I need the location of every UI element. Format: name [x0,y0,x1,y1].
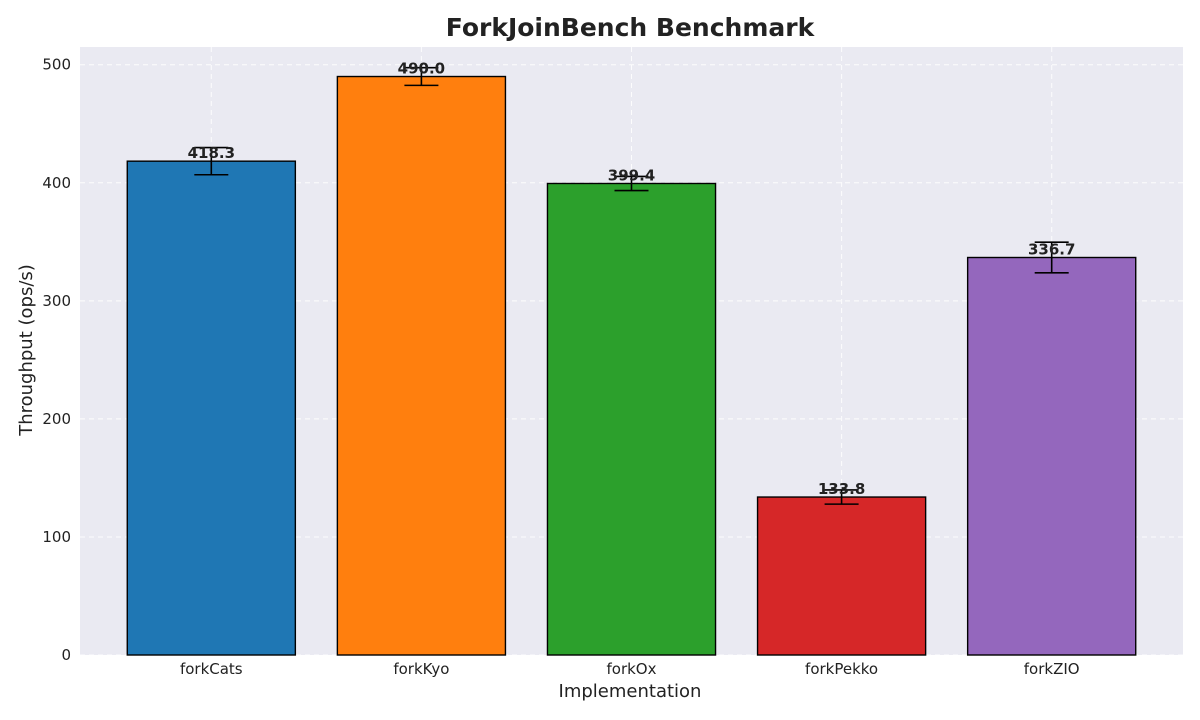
y-tick-label: 100 [42,528,71,546]
bar-forkZIO [966,256,1137,656]
chart-title: ForkJoinBench Benchmark [446,13,816,42]
data-label-forkOx: 399.4 [608,166,655,184]
y-tick-label: 500 [42,56,71,74]
x-tick-label-forkZIO: forkZIO [1024,660,1080,678]
data-label-forkKyo: 490.0 [398,60,445,78]
error-bar-forkZIO [1034,241,1069,274]
error-bar-forkOx [614,175,649,192]
y-tick-label: 300 [42,292,71,310]
y-tick-label: 400 [42,174,71,192]
x-tick-label-forkKyo: forkKyo [393,660,449,678]
error-bar-forkKyo [404,66,439,87]
y-axis-ticks: 0 100 200 300 400 500 [42,56,71,664]
bars [126,75,1137,656]
bar-forkOx [546,182,717,656]
x-axis-label: Implementation [559,681,702,702]
x-tick-label-forkOx: forkOx [607,660,657,678]
bar-forkCats [126,160,297,656]
bar-forkKyo [336,75,507,656]
data-label-forkZIO: 336.7 [1028,240,1075,258]
y-axis-label: Throughput (ops/s) [16,264,37,437]
y-tick-label: 200 [42,410,71,428]
error-bar-forkCats [194,146,229,176]
x-tick-label-forkPekko: forkPekko [805,660,878,678]
y-tick-label: 0 [61,646,71,664]
x-tick-label-forkCats: forkCats [180,660,243,678]
error-bars [194,66,1069,505]
data-label-forkCats: 418.3 [188,144,235,162]
x-axis-ticks: forkCats forkKyo forkOx forkPekko forkZIO [180,660,1080,678]
error-bar-forkPekko [824,489,859,505]
data-label-forkPekko: 133.8 [818,480,865,498]
bar-forkPekko [756,496,927,656]
data-labels: 418.3 490.0 399.4 133.8 336.7 [188,60,1076,499]
